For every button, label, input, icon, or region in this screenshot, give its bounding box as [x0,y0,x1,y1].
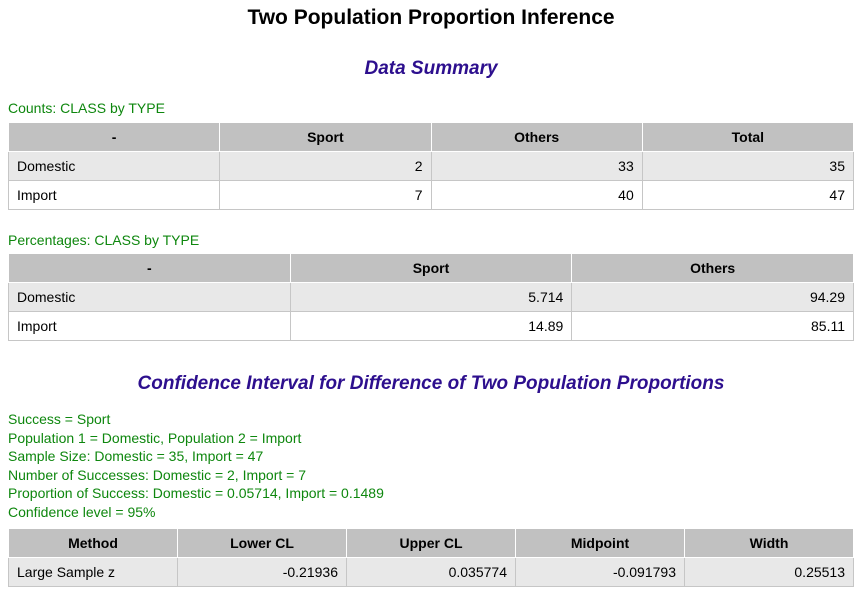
row-label-cell: Import [7,180,221,210]
counts-table: - Sport Others Total Domestic 2 33 35 Im… [7,122,855,210]
header-cell-method: Method [8,528,178,558]
value-cell: 47 [641,180,855,210]
value-cell: -0.091793 [515,557,685,587]
header-cell-lower-cl: Lower CL [177,528,347,558]
ci-info-line-success: Success = Sport [8,411,111,427]
value-cell: 0.035774 [346,557,516,587]
counts-table-caption: Counts: CLASS by TYPE [8,100,165,116]
value-cell: 33 [430,151,643,181]
page-title: Two Population Proportion Inference [247,6,615,29]
ci-results-table: Method Lower CL Upper CL Midpoint Width … [8,528,854,587]
value-cell: -0.21936 [177,557,347,587]
ci-info-line-successes: Number of Successes: Domestic = 2, Impor… [8,466,307,483]
header-cell-sport: Sport [289,253,573,283]
value-cell: 94.29 [571,282,854,312]
percent-table: - Sport Others Domestic 5.714 94.29 Impo… [8,253,854,341]
value-cell: 7 [219,180,432,210]
header-cell-others: Others [571,253,854,283]
ci-info-line-sample-size: Sample Size: Domestic = 35, Import = 47 [8,448,264,464]
section-heading-data-summary: Data Summary [364,58,498,79]
value-cell: 2 [219,151,432,181]
section-heading-confidence-interval: Confidence Interval for Difference of Tw… [137,373,725,394]
value-cell: 85.11 [571,311,854,341]
row-label-cell: Domestic [7,151,221,181]
value-cell: 0.25513 [684,557,854,587]
table-row-domestic: Domestic 5.714 94.29 [8,282,854,312]
value-cell: 40 [430,180,643,210]
table-row-domestic: Domestic 2 33 35 [7,151,855,181]
table-row-import: Import 7 40 47 [7,180,855,210]
ci-info-line-proportions: Proportion of Success: Domestic = 0.0571… [8,485,384,501]
value-cell: 14.89 [289,311,573,341]
value-cell: 5.714 [289,282,573,312]
row-label-cell: Import [8,311,291,341]
header-cell-upper-cl: Upper CL [346,528,516,558]
row-label-cell: Large Sample z [8,557,178,587]
percent-table-caption: Percentages: CLASS by TYPE [8,232,200,248]
table-header-row: - Sport Others Total [7,122,855,152]
ci-info-block: Success = Sport Population 1 = Domestic,… [8,410,854,521]
table-row-large-sample-z: Large Sample z -0.21936 0.035774 -0.0917… [8,557,854,587]
table-header-row: - Sport Others [8,253,854,283]
header-cell-midpoint: Midpoint [515,528,685,558]
header-cell-dash: - [8,253,291,283]
header-cell-total: Total [641,122,855,152]
header-cell-width: Width [684,528,854,558]
value-cell: 35 [641,151,855,181]
row-label-cell: Domestic [8,282,291,312]
ci-info-line-confidence-level: Confidence level = 95% [8,503,156,520]
header-cell-sport: Sport [219,122,432,152]
table-header-row: Method Lower CL Upper CL Midpoint Width [8,528,854,558]
header-cell-dash: - [7,122,221,152]
header-cell-others: Others [430,122,643,152]
table-row-import: Import 14.89 85.11 [8,311,854,341]
ci-info-line-populations: Population 1 = Domestic, Population 2 = … [8,429,302,446]
